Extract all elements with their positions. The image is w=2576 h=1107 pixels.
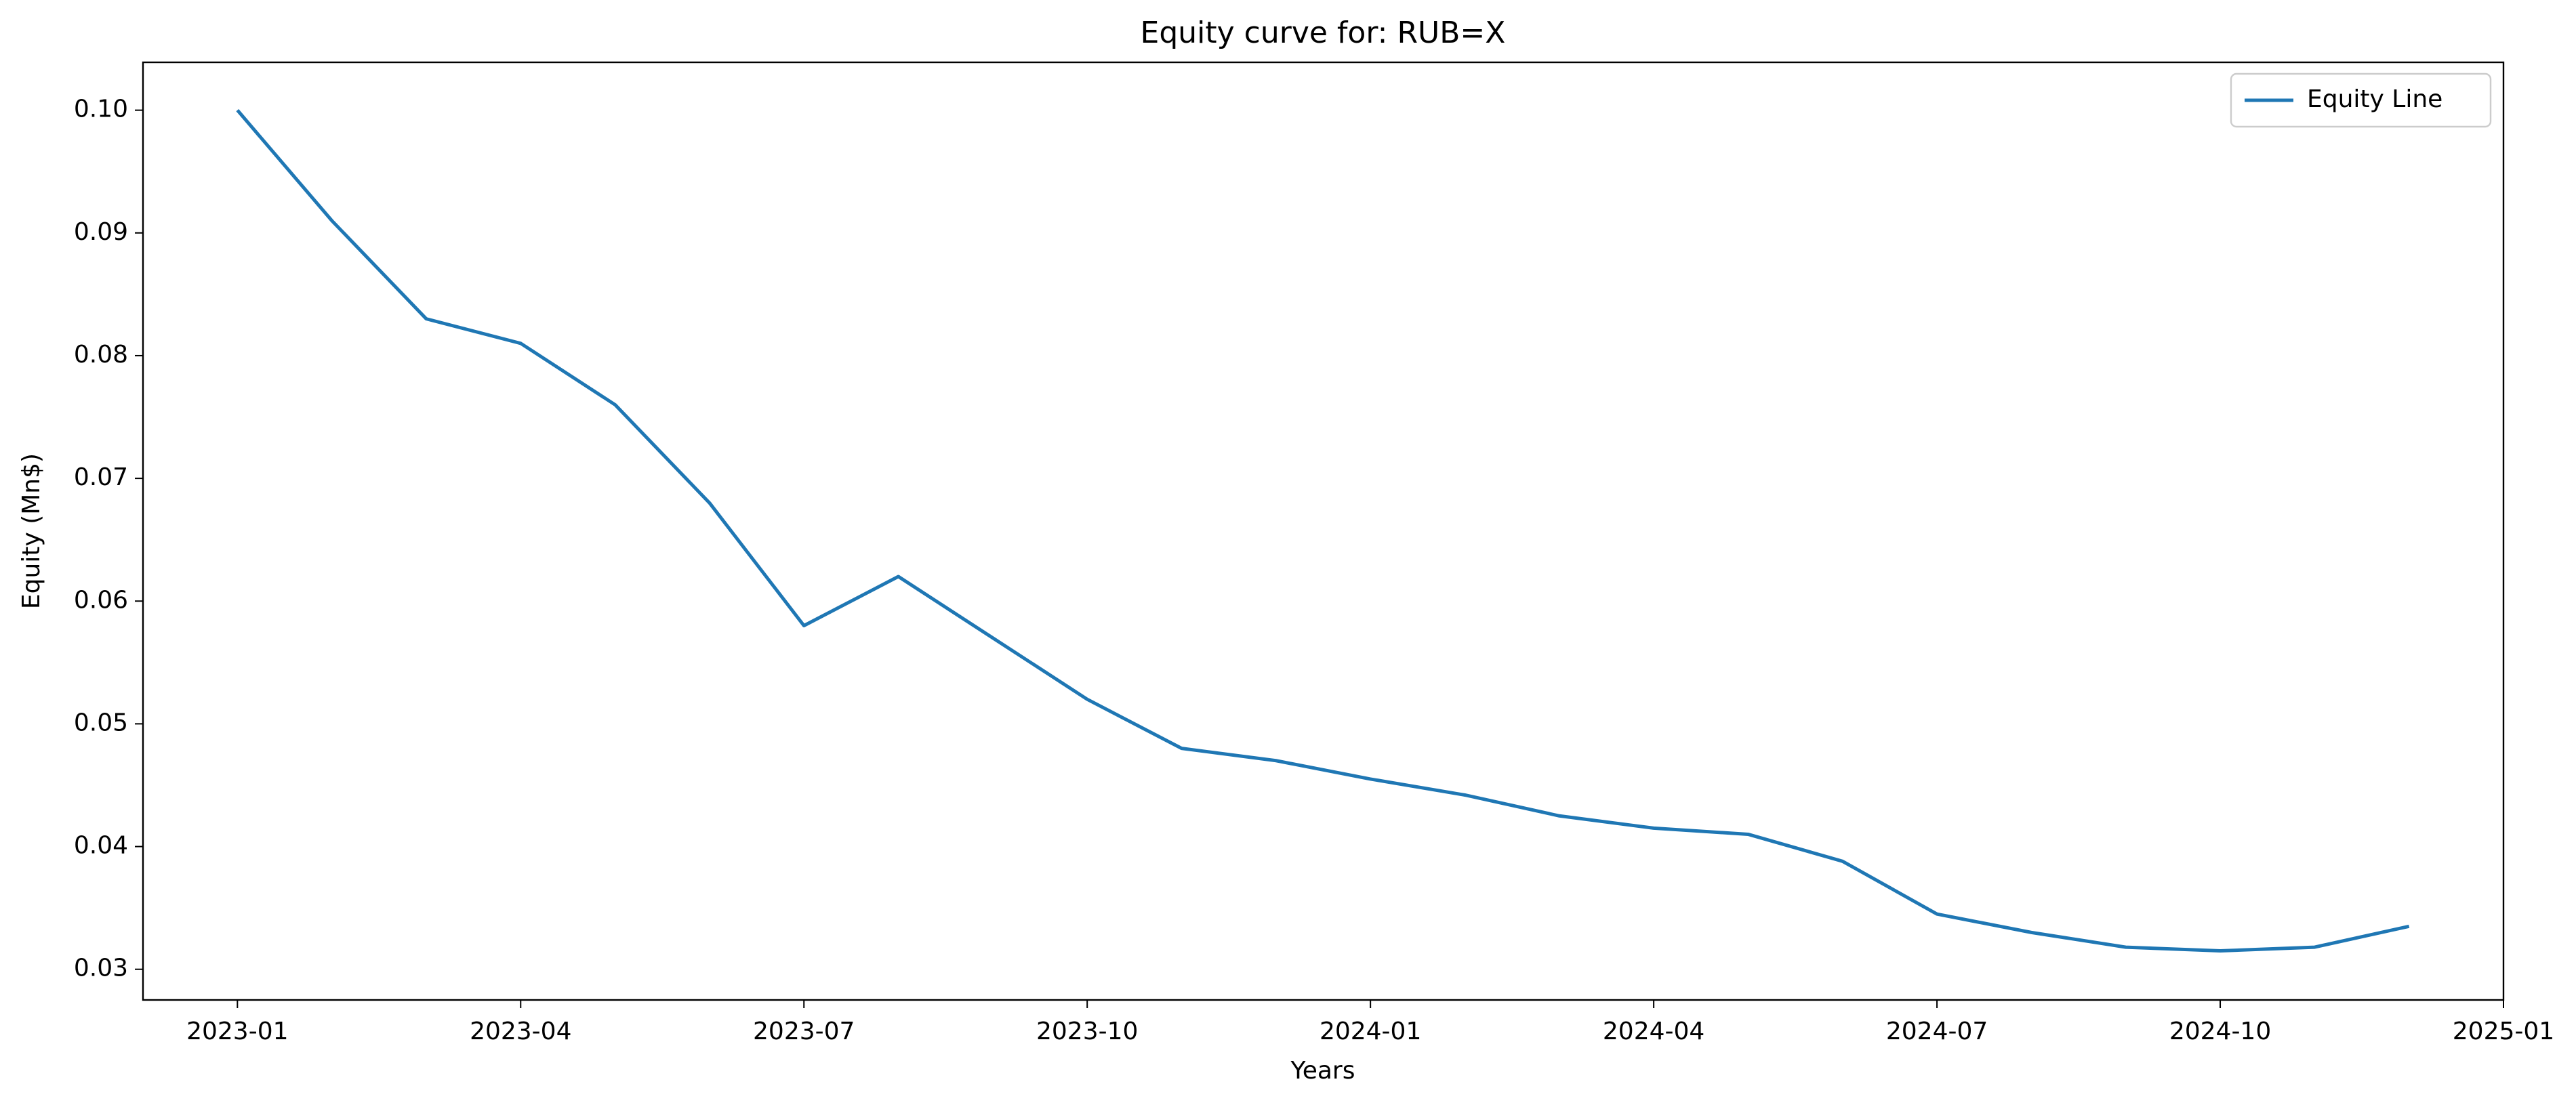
y-tick-label: 0.03 bbox=[74, 955, 128, 982]
x-tick-label: 2024-07 bbox=[1886, 1018, 1988, 1045]
y-tick-label: 0.05 bbox=[74, 709, 128, 736]
equity-line bbox=[236, 109, 2410, 953]
chart-title: Equity curve for: RUB=X bbox=[1141, 16, 1506, 50]
x-tick-label: 2023-04 bbox=[470, 1018, 571, 1045]
x-tick-label: 2024-01 bbox=[1320, 1018, 1421, 1045]
y-tick-label: 0.08 bbox=[74, 341, 128, 369]
y-tick-label: 0.04 bbox=[74, 832, 128, 860]
y-axis-label: Equity (Mn$) bbox=[18, 453, 45, 609]
plot-frame bbox=[142, 61, 2505, 1001]
y-tick-label: 0.06 bbox=[74, 586, 128, 614]
x-tick-label: 2024-10 bbox=[2169, 1018, 2271, 1045]
y-tick-label: 0.07 bbox=[74, 463, 128, 491]
x-tick-label: 2023-10 bbox=[1036, 1018, 1138, 1045]
y-tick-label: 0.09 bbox=[74, 218, 128, 246]
x-tick-label: 2025-01 bbox=[2453, 1018, 2554, 1045]
y-tick-label: 0.10 bbox=[74, 96, 128, 123]
x-axis-label: Years bbox=[1290, 1057, 1355, 1085]
legend-box bbox=[2230, 72, 2492, 128]
x-tick-label: 2023-01 bbox=[186, 1018, 288, 1045]
legend-label: Equity Line bbox=[2307, 85, 2442, 113]
x-tick-label: 2024-04 bbox=[1603, 1018, 1704, 1045]
x-tick-label: 2023-07 bbox=[753, 1018, 855, 1045]
